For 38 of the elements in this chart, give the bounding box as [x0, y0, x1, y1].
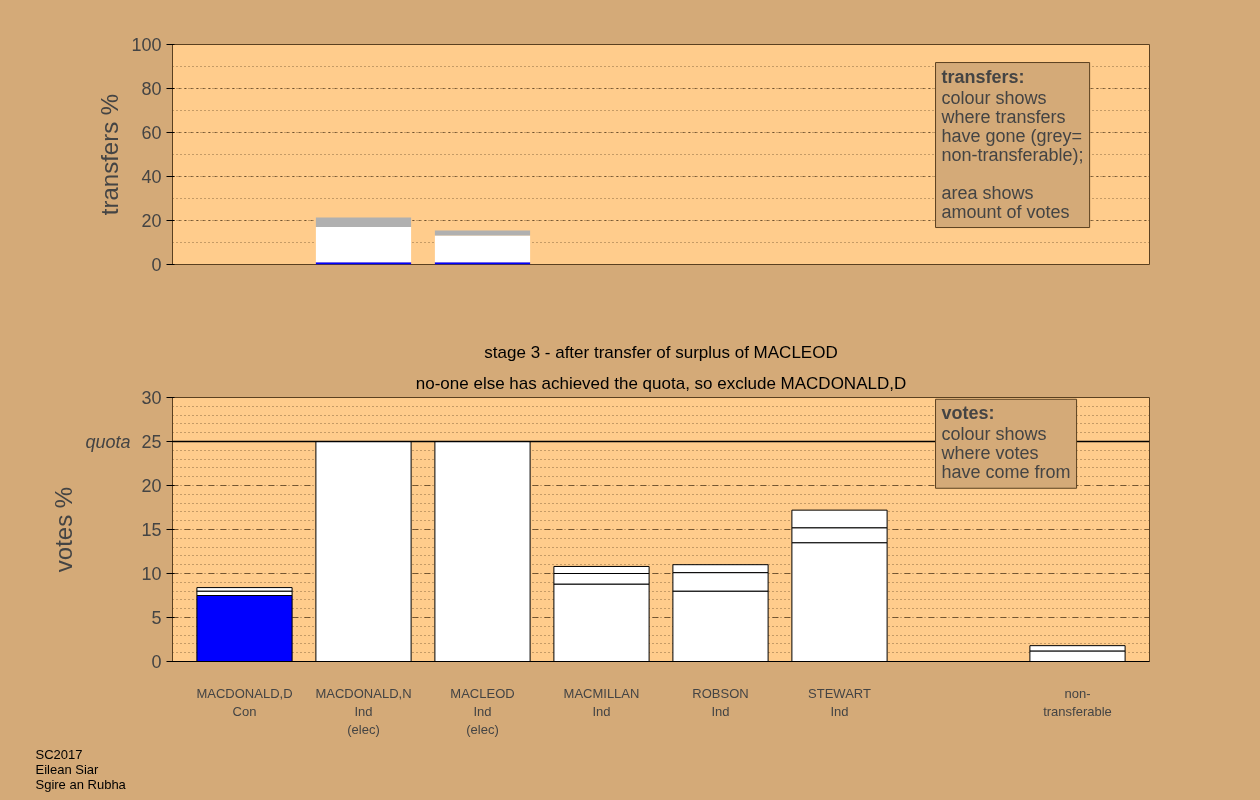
annotation: area shows amount of votes: [941, 182, 1070, 222]
chart-title: stage 3 - after transfer of surplus of MACLEOD: [484, 342, 838, 362]
bar: [434, 262, 531, 265]
bar: [315, 262, 412, 265]
annotation: colour shows where transfers have gone (grey= non-transferable);: [940, 87, 1084, 165]
y-tick-label: 20: [141, 211, 162, 231]
x-tick-label: ROBSON Ind: [692, 685, 749, 719]
bar: [315, 227, 412, 263]
text: SC2017 Eilean Siar Sgire an Rubha: [35, 746, 127, 792]
y-tick-label: 0: [151, 255, 162, 275]
bar: [434, 230, 531, 236]
y-tick-label: 25: [141, 432, 162, 452]
bar: [315, 217, 412, 228]
x-tick-label: MACDONALD,N Ind (elec): [315, 685, 412, 737]
y-tick-label: 80: [141, 79, 162, 99]
y-axis-title: votes %: [50, 486, 78, 573]
x-tick-label: MACLEOD Ind (elec): [450, 685, 515, 737]
annotation: colour shows where votes have come from: [940, 424, 1071, 483]
y-tick-label: 30: [141, 388, 162, 408]
chart-subtitle: no-one else has achieved the quota, so exclude MACDONALD,D: [415, 373, 907, 393]
y-tick-label: 5: [151, 608, 162, 628]
y-tick-label: 0: [151, 652, 162, 672]
y-tick-label: 60: [141, 123, 162, 143]
annotation: votes:: [941, 403, 995, 424]
x-tick-label: non- transferable: [1043, 685, 1112, 719]
x-tick-label: MACDONALD,D Con: [196, 685, 293, 719]
y-tick-label: 100: [131, 35, 162, 55]
y-axis-title: transfers %: [96, 93, 124, 216]
y-tick-label: 15: [141, 520, 162, 540]
bar: [196, 587, 293, 592]
bar: [434, 235, 531, 263]
annotation: transfers:: [941, 66, 1025, 87]
y-tick-label: 10: [141, 564, 162, 584]
y-tick-label: 20: [141, 476, 162, 496]
x-tick-label: STEWART Ind: [808, 685, 871, 719]
y-tick-label: 40: [141, 167, 162, 187]
x-tick-label: MACMILLAN Ind: [563, 685, 640, 719]
ref-line-label: quota: [85, 431, 131, 452]
